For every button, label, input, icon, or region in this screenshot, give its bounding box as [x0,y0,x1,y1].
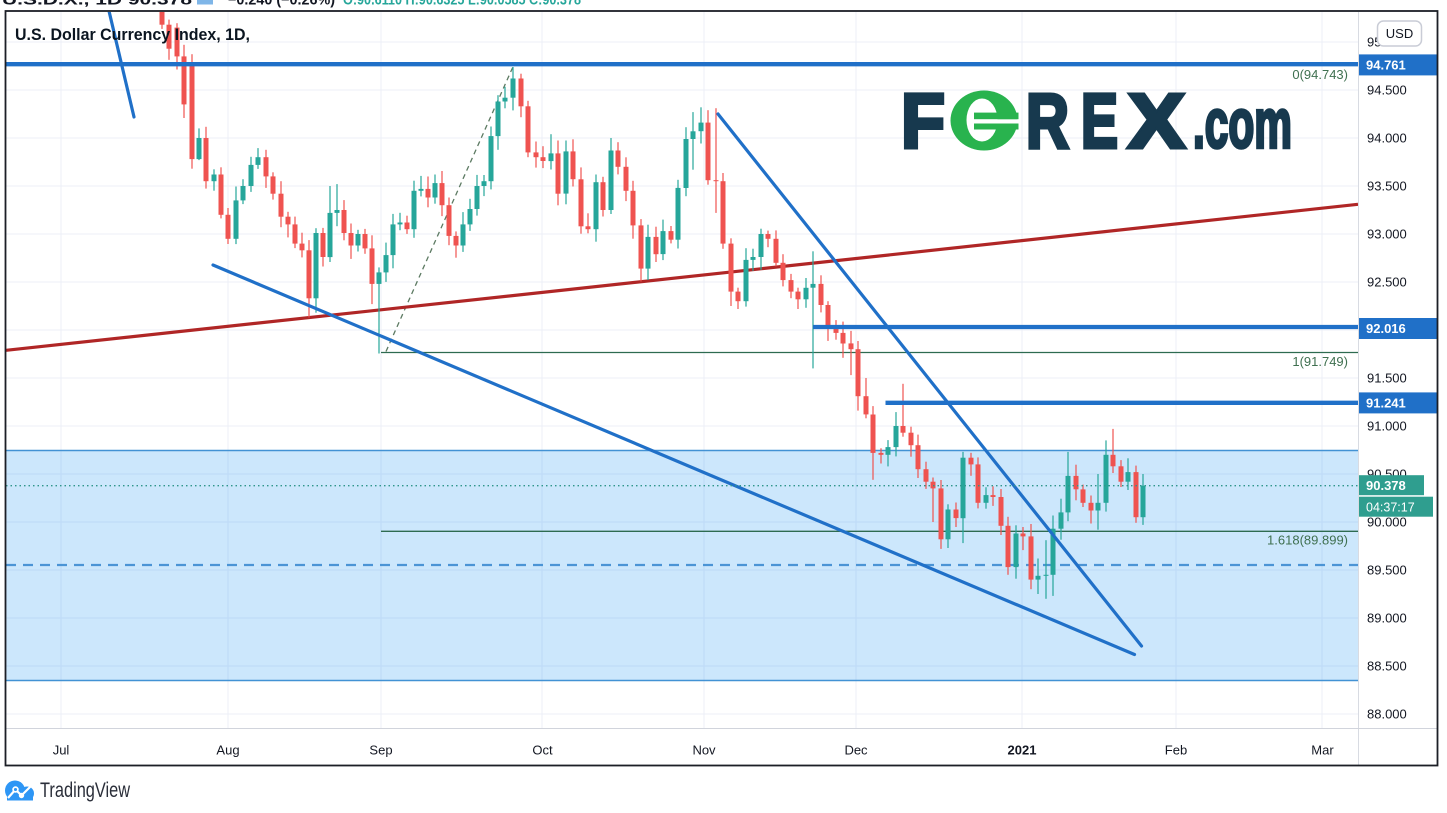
svg-text:94.761: 94.761 [1366,57,1406,72]
svg-text:E: E [1081,79,1118,165]
svg-text:Dec: Dec [844,743,868,758]
svg-text:0(94.743): 0(94.743) [1292,67,1348,82]
svg-text:Oct: Oct [532,743,553,758]
svg-text:90.000: 90.000 [1367,515,1407,530]
svg-text:04:37:17: 04:37:17 [1366,500,1415,514]
svg-text:U.S. Dollar Currency Index, 1D: U.S. Dollar Currency Index, 1D, [15,26,250,44]
svg-text:O:90.6110 H:90.6325 L:90.0585: O:90.6110 H:90.6325 L:90.0585 C:90.378 [343,0,581,9]
svg-text:R: R [1026,79,1069,165]
svg-text:89.500: 89.500 [1367,563,1407,578]
svg-text:U.S.D.X., 1D 90.378: U.S.D.X., 1D 90.378 [2,0,192,9]
svg-text:Nov: Nov [692,743,716,758]
svg-text:Jul: Jul [53,743,70,758]
svg-text:91.500: 91.500 [1367,371,1407,386]
svg-text:90.378: 90.378 [1366,478,1406,493]
svg-text:91.241: 91.241 [1366,395,1406,410]
svg-text:88.500: 88.500 [1367,659,1407,674]
svg-text:92.016: 92.016 [1366,321,1406,336]
svg-text:−0.240 (−0.26%): −0.240 (−0.26%) [228,0,335,9]
svg-text:94.000: 94.000 [1367,131,1407,146]
svg-text:93.500: 93.500 [1367,179,1407,194]
svg-text:1(91.749): 1(91.749) [1292,354,1348,369]
svg-text:Aug: Aug [216,743,239,758]
svg-text:F: F [901,79,945,165]
svg-text:.com: .com [1193,85,1292,163]
svg-text:94.500: 94.500 [1367,83,1407,98]
svg-text:93.000: 93.000 [1367,227,1407,242]
svg-text:89.000: 89.000 [1367,611,1407,626]
svg-text:Mar: Mar [1311,743,1334,758]
svg-text:91.000: 91.000 [1367,419,1407,434]
svg-text:88.000: 88.000 [1367,707,1407,722]
svg-text:TradingView: TradingView [40,778,130,801]
svg-text:2021: 2021 [1008,743,1037,758]
svg-text:X: X [1128,79,1185,165]
svg-text:USD: USD [1386,26,1413,41]
svg-text:Sep: Sep [369,743,392,758]
svg-text:Feb: Feb [1165,743,1187,758]
svg-text:1.618(89.899): 1.618(89.899) [1267,533,1348,548]
svg-text:92.500: 92.500 [1367,275,1407,290]
